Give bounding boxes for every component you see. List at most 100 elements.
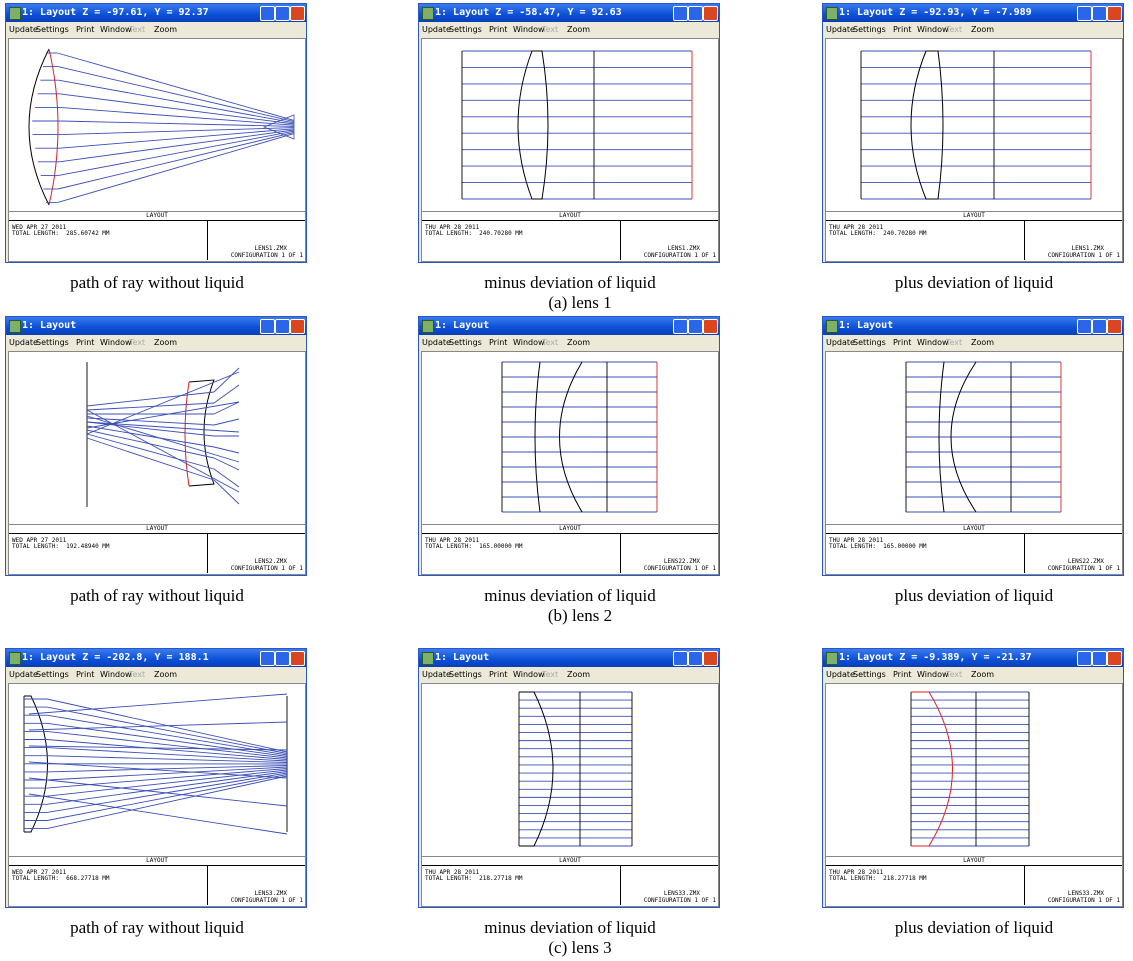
menu-item[interactable]: Print [489, 25, 507, 34]
maximize-button[interactable] [688, 6, 703, 21]
menu-item[interactable]: Print [489, 338, 507, 347]
menu-item[interactable]: Zoom [567, 670, 590, 679]
menu-item[interactable]: Print [893, 670, 911, 679]
menu-item[interactable]: Update [826, 338, 855, 347]
total-length: TOTAL LENGTH: 240.70280 MM [829, 230, 927, 237]
menu-item[interactable]: Settings [853, 338, 886, 347]
menu-item[interactable]: Text [542, 338, 558, 347]
menu-item[interactable]: Zoom [154, 25, 177, 34]
info-box: LAYOUTTHU APR 28 2011TOTAL LENGTH: 165.0… [825, 524, 1123, 575]
layout-label: LAYOUT [559, 857, 581, 864]
menu-item[interactable]: Update [9, 338, 38, 347]
menu-item[interactable]: Text [946, 25, 962, 34]
layout-label: LAYOUT [146, 212, 168, 219]
menu-item[interactable]: Window [100, 670, 132, 679]
maximize-button[interactable] [275, 6, 290, 21]
menu-item[interactable]: Text [129, 670, 145, 679]
menu-item[interactable]: Print [489, 670, 507, 679]
menu-item[interactable]: Update [9, 670, 38, 679]
menu-item[interactable]: Zoom [567, 338, 590, 347]
layout-plot [421, 683, 719, 857]
menu-item[interactable]: Window [513, 670, 545, 679]
menu-item[interactable]: Zoom [971, 25, 994, 34]
menu-item[interactable]: Settings [449, 25, 482, 34]
configuration: CONFIGURATION 1 OF 1 [644, 565, 716, 572]
maximize-button[interactable] [275, 319, 290, 334]
configuration: CONFIGURATION 1 OF 1 [644, 252, 716, 259]
window-title: 1: Layout Z = -97.61, Y = 92.37 [22, 7, 209, 18]
menu-item[interactable]: Settings [36, 25, 69, 34]
minimize-button[interactable] [260, 319, 275, 334]
menu-item[interactable]: Settings [449, 670, 482, 679]
minimize-button[interactable] [1077, 319, 1092, 334]
surface [911, 692, 953, 846]
maximize-button[interactable] [1092, 319, 1107, 334]
minimize-button[interactable] [1077, 651, 1092, 666]
maximize-button[interactable] [688, 651, 703, 666]
maximize-button[interactable] [688, 319, 703, 334]
minimize-button[interactable] [260, 6, 275, 21]
configuration: CONFIGURATION 1 OF 1 [1048, 252, 1120, 259]
close-button[interactable] [703, 6, 718, 21]
file-name: LENS1.ZMX [667, 245, 700, 252]
menu-item[interactable]: Print [76, 670, 94, 679]
menu-item[interactable]: Settings [36, 338, 69, 347]
close-button[interactable] [1107, 6, 1122, 21]
menu-item[interactable]: Zoom [154, 338, 177, 347]
panel-caption: plus deviation of liquid [895, 273, 1053, 293]
close-button[interactable] [290, 319, 305, 334]
menu-item[interactable]: Update [9, 25, 38, 34]
layout-label: LAYOUT [559, 212, 581, 219]
menu-item[interactable]: Update [826, 670, 855, 679]
menu-item[interactable]: Zoom [154, 670, 177, 679]
menu-item[interactable]: Window [513, 25, 545, 34]
menu-item[interactable]: Print [76, 338, 94, 347]
menu-item[interactable]: Text [129, 338, 145, 347]
menu-item[interactable]: Update [826, 25, 855, 34]
menu-item[interactable]: Update [422, 338, 451, 347]
menu-item[interactable]: Window [100, 338, 132, 347]
close-button[interactable] [1107, 319, 1122, 334]
menu-item[interactable]: Text [946, 670, 962, 679]
maximize-button[interactable] [1092, 651, 1107, 666]
minimize-button[interactable] [1077, 6, 1092, 21]
menu-item[interactable]: Print [76, 25, 94, 34]
menu-item[interactable]: Update [422, 670, 451, 679]
close-button[interactable] [1107, 651, 1122, 666]
menu-item[interactable]: Window [513, 338, 545, 347]
maximize-button[interactable] [275, 651, 290, 666]
minimize-button[interactable] [260, 651, 275, 666]
menu-item[interactable]: Window [100, 25, 132, 34]
configuration: CONFIGURATION 1 OF 1 [231, 897, 303, 904]
layout-drawing [9, 39, 305, 211]
menu-item[interactable]: Zoom [567, 25, 590, 34]
menu-item[interactable]: Settings [449, 338, 482, 347]
minimize-button[interactable] [673, 651, 688, 666]
menu-item[interactable]: Settings [853, 670, 886, 679]
close-button[interactable] [703, 651, 718, 666]
ray [214, 447, 239, 453]
menu-item[interactable]: Print [893, 25, 911, 34]
menu-item[interactable]: Update [422, 25, 451, 34]
panel-caption: path of ray without liquid [70, 918, 244, 938]
minimize-button[interactable] [673, 319, 688, 334]
close-button[interactable] [290, 6, 305, 21]
total-length: TOTAL LENGTH: 668.27718 MM [12, 875, 110, 882]
menu-item[interactable]: Print [893, 338, 911, 347]
menu-item[interactable]: Window [917, 25, 949, 34]
menu-item[interactable]: Window [917, 670, 949, 679]
menu-item[interactable]: Settings [36, 670, 69, 679]
close-button[interactable] [290, 651, 305, 666]
maximize-button[interactable] [1092, 6, 1107, 21]
menu-item[interactable]: Text [542, 670, 558, 679]
menu-item[interactable]: Text [542, 25, 558, 34]
menu-item[interactable]: Window [917, 338, 949, 347]
minimize-button[interactable] [673, 6, 688, 21]
surface [189, 380, 214, 486]
menu-item[interactable]: Text [946, 338, 962, 347]
menu-item[interactable]: Text [129, 25, 145, 34]
menu-item[interactable]: Settings [853, 25, 886, 34]
menu-item[interactable]: Zoom [971, 670, 994, 679]
close-button[interactable] [703, 319, 718, 334]
menu-item[interactable]: Zoom [971, 338, 994, 347]
